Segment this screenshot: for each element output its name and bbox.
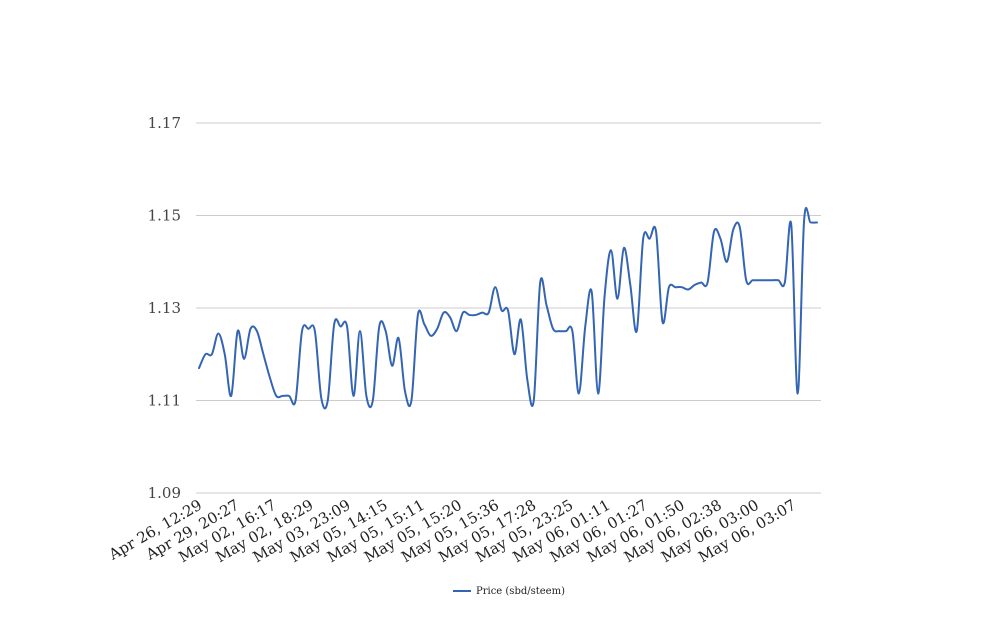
y-tick-label: 1.11	[148, 392, 181, 410]
y-tick-label: 1.15	[148, 207, 181, 225]
legend-label: Price (sbd/steem)	[476, 586, 565, 597]
legend[interactable]: Price (sbd/steem)	[453, 586, 565, 597]
series-layer	[198, 207, 818, 410]
y-axis-tick-labels: 1.17 1.15 1.13 1.11 1.09	[148, 114, 181, 502]
series-line-price	[198, 207, 818, 410]
grid-lines	[196, 122, 821, 494]
y-tick-label: 1.13	[148, 299, 181, 317]
y-tick-label: 1.17	[148, 114, 181, 132]
y-tick-label: 1.09	[148, 484, 181, 502]
